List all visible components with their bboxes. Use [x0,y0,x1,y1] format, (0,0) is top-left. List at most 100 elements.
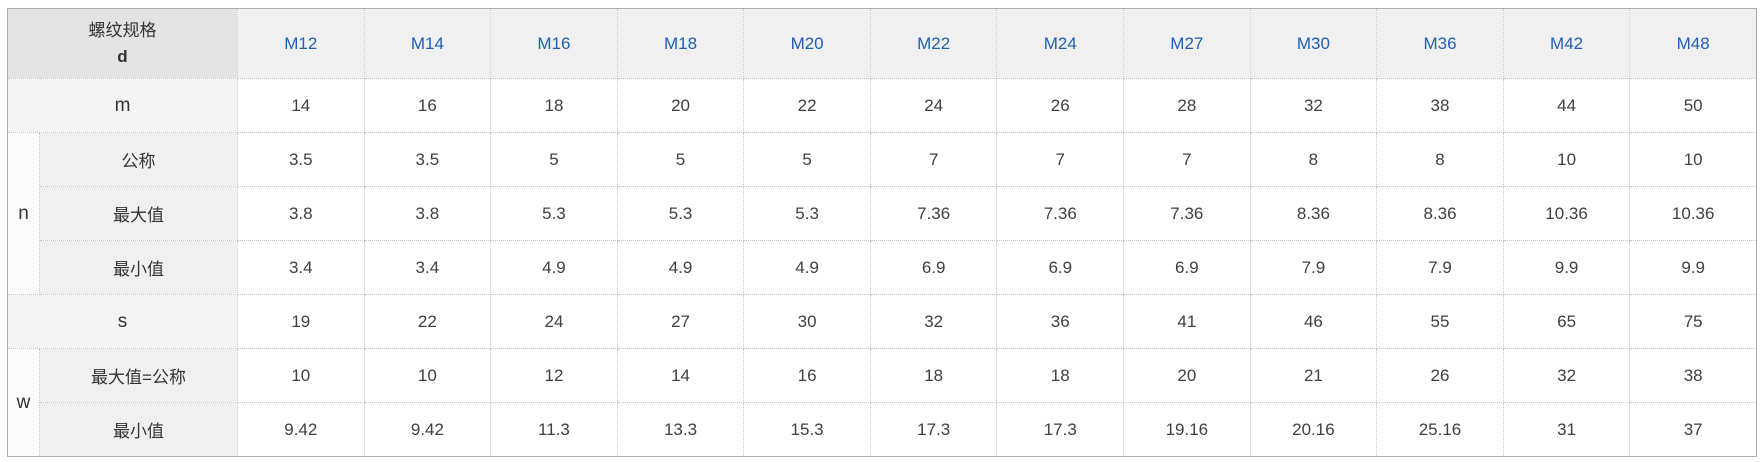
data-cell: 32 [1502,348,1631,403]
data-cell: 9.9 [1629,240,1757,295]
data-cell: 19 [237,294,365,349]
corner-cell: 螺纹规格 d [7,8,238,79]
data-cell: 10.36 [1502,186,1631,241]
data-cell: 18 [490,78,618,133]
corner-symbol: d [117,46,128,66]
data-cell: 22 [743,78,871,133]
header-row: 螺纹规格 d M12 M14 M16 M18 M20 M22 M24 M27 M… [7,8,1757,79]
spec-table-wrap: 螺纹规格 d M12 M14 M16 M18 M20 M22 M24 M27 M… [7,8,1757,457]
data-cell: 20 [616,78,745,133]
row-n-min: 最小值 3.4 3.4 4.9 4.9 4.9 6.9 6.9 6.9 7.9 … [8,240,1757,295]
data-cell: 10 [1502,132,1631,187]
data-cell: 3.5 [237,132,365,187]
data-cell: 5 [616,132,745,187]
data-cell: 6.9 [1123,240,1251,295]
data-cell: 28 [1123,78,1251,133]
data-cell: 5 [743,132,871,187]
row-label-s: s [7,294,238,349]
data-cell: 22 [363,294,492,349]
column-header-m12: M12 [237,8,365,79]
data-cell: 37 [1629,402,1757,457]
data-cell: 65 [1502,294,1631,349]
data-cell: 7.9 [1376,240,1504,295]
column-header-m22: M22 [869,8,998,79]
row-n-nominal: n 公称 3.5 3.5 5 5 5 7 7 7 8 8 10 10 [7,132,1757,295]
data-cell: 26 [1376,348,1504,403]
corner-title: 螺纹规格 [88,21,157,40]
row-n-max: 最大值 3.8 3.8 5.3 5.3 5.3 7.36 7.36 7.36 8… [8,186,1757,241]
data-cell: 26 [996,78,1125,133]
data-cell: 44 [1502,78,1631,133]
data-cell: 7.36 [869,186,998,241]
data-cell: 7 [869,132,998,187]
data-cell: 46 [1249,294,1378,349]
data-cell: 13.3 [616,402,745,457]
data-cell: 10.36 [1629,186,1757,241]
data-cell: 12 [490,348,618,403]
data-cell: 5 [490,132,618,187]
data-cell: 38 [1376,78,1504,133]
data-cell: 3.4 [237,240,365,295]
data-cell: 5.3 [616,186,745,241]
column-header-m36: M36 [1376,8,1504,79]
group-label-w: w [7,348,40,457]
row-m: m 14 16 18 20 22 24 26 28 32 38 44 50 [7,78,1757,133]
data-cell: 21 [1249,348,1378,403]
row-w-min: 最小值 9.42 9.42 11.3 13.3 15.3 17.3 17.3 1… [8,402,1757,457]
data-cell: 4.9 [616,240,745,295]
group-label-n: n [7,132,40,295]
data-cell: 5.3 [490,186,618,241]
data-cell: 20 [1123,348,1251,403]
data-cell: 7.36 [1123,186,1251,241]
data-cell: 25.16 [1376,402,1504,457]
column-header-m27: M27 [1123,8,1251,79]
column-header-m16: M16 [490,8,618,79]
row-label-m: m [7,78,238,133]
sub-label-min: 最小值 [39,402,238,457]
data-cell: 6.9 [869,240,998,295]
data-cell: 16 [743,348,871,403]
sub-label-max: 最大值 [39,186,238,241]
data-cell: 17.3 [996,402,1125,457]
thread-spec-table: 螺纹规格 d M12 M14 M16 M18 M20 M22 M24 M27 M… [7,8,1757,457]
column-header-m18: M18 [616,8,745,79]
column-header-m42: M42 [1502,8,1631,79]
data-cell: 9.42 [237,402,365,457]
data-cell: 41 [1123,294,1251,349]
data-cell: 10 [237,348,365,403]
data-cell: 18 [996,348,1125,403]
data-cell: 10 [1629,132,1757,187]
data-cell: 16 [363,78,492,133]
row-w-max: w 最大值=公称 10 10 12 14 16 18 18 20 21 26 3… [7,348,1757,457]
column-header-m14: M14 [363,8,492,79]
column-header-m48: M48 [1629,8,1757,79]
data-cell: 11.3 [490,402,618,457]
data-cell: 8.36 [1376,186,1504,241]
data-cell: 3.8 [237,186,365,241]
column-header-m24: M24 [996,8,1125,79]
data-cell: 6.9 [996,240,1125,295]
data-cell: 50 [1629,78,1757,133]
data-cell: 15.3 [743,402,871,457]
data-cell: 31 [1502,402,1631,457]
data-cell: 3.4 [363,240,492,295]
data-cell: 30 [743,294,871,349]
sub-label-nominal: 公称 [39,132,238,187]
data-cell: 3.8 [363,186,492,241]
data-cell: 8 [1376,132,1504,187]
data-cell: 7 [1123,132,1251,187]
data-cell: 24 [869,78,998,133]
data-cell: 18 [869,348,998,403]
data-cell: 5.3 [743,186,871,241]
data-cell: 24 [490,294,618,349]
data-cell: 7.9 [1249,240,1378,295]
data-cell: 17.3 [869,402,998,457]
data-cell: 4.9 [490,240,618,295]
data-cell: 32 [1249,78,1378,133]
data-cell: 14 [616,348,745,403]
data-cell: 7 [996,132,1125,187]
data-cell: 10 [363,348,492,403]
data-cell: 20.16 [1249,402,1378,457]
data-cell: 14 [237,78,365,133]
